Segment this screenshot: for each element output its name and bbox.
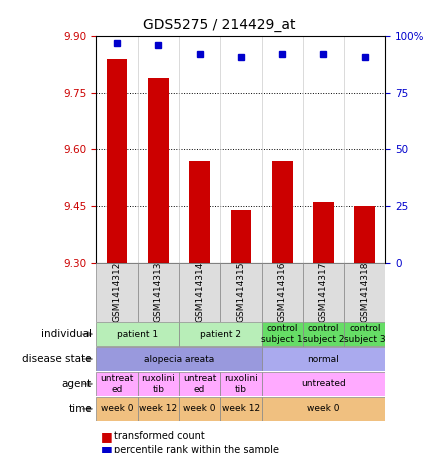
Bar <box>96 322 179 346</box>
Bar <box>220 372 261 396</box>
Text: patient 2: patient 2 <box>200 330 241 338</box>
Text: control
subject 3: control subject 3 <box>344 324 385 344</box>
Text: normal: normal <box>307 355 339 363</box>
Bar <box>220 397 261 421</box>
Bar <box>303 322 344 346</box>
Bar <box>261 347 385 371</box>
Text: alopecia areata: alopecia areata <box>144 355 214 363</box>
Text: week 12: week 12 <box>222 405 260 413</box>
Bar <box>148 78 169 263</box>
Bar <box>354 206 375 263</box>
Text: disease state: disease state <box>22 354 92 364</box>
Bar <box>179 397 220 421</box>
Text: GSM1414315: GSM1414315 <box>237 262 245 323</box>
Text: week 0: week 0 <box>184 405 216 413</box>
Text: GSM1414318: GSM1414318 <box>360 262 369 323</box>
Bar <box>261 372 385 396</box>
Text: untreat
ed: untreat ed <box>100 374 134 394</box>
Text: agent: agent <box>62 379 92 389</box>
Bar <box>261 263 303 322</box>
Text: GSM1414316: GSM1414316 <box>278 262 287 323</box>
Text: GSM1414312: GSM1414312 <box>113 262 121 323</box>
Text: transformed count: transformed count <box>114 431 205 441</box>
Bar <box>344 322 385 346</box>
Text: week 0: week 0 <box>307 405 340 413</box>
Text: time: time <box>68 404 92 414</box>
Text: patient 1: patient 1 <box>117 330 158 338</box>
Bar <box>189 161 210 263</box>
Text: week 0: week 0 <box>101 405 133 413</box>
Bar <box>138 263 179 322</box>
Bar <box>96 372 138 396</box>
Text: week 12: week 12 <box>139 405 177 413</box>
Bar <box>179 322 261 346</box>
Bar <box>138 397 179 421</box>
Bar <box>344 263 385 322</box>
Text: ■: ■ <box>101 430 113 443</box>
Text: GSM1414314: GSM1414314 <box>195 262 204 323</box>
Text: untreat
ed: untreat ed <box>183 374 216 394</box>
Bar <box>138 372 179 396</box>
Text: ■: ■ <box>101 444 113 453</box>
Bar <box>179 372 220 396</box>
Text: ruxolini
tib: ruxolini tib <box>224 374 258 394</box>
Bar <box>230 210 251 263</box>
Text: untreated: untreated <box>301 380 346 388</box>
Bar <box>96 397 138 421</box>
Bar <box>261 397 385 421</box>
Text: percentile rank within the sample: percentile rank within the sample <box>114 445 279 453</box>
Bar <box>303 263 344 322</box>
Bar <box>261 322 303 346</box>
Bar <box>179 263 220 322</box>
Bar <box>220 263 261 322</box>
Bar <box>96 347 261 371</box>
Bar <box>107 59 127 263</box>
Text: GDS5275 / 214429_at: GDS5275 / 214429_at <box>143 18 295 32</box>
Bar <box>96 263 138 322</box>
Text: individual: individual <box>41 329 92 339</box>
Text: GSM1414313: GSM1414313 <box>154 262 163 323</box>
Text: GSM1414317: GSM1414317 <box>319 262 328 323</box>
Text: ruxolini
tib: ruxolini tib <box>141 374 175 394</box>
Bar <box>313 202 334 263</box>
Text: control
subject 1: control subject 1 <box>261 324 303 344</box>
Bar <box>272 161 293 263</box>
Text: control
subject 2: control subject 2 <box>303 324 344 344</box>
